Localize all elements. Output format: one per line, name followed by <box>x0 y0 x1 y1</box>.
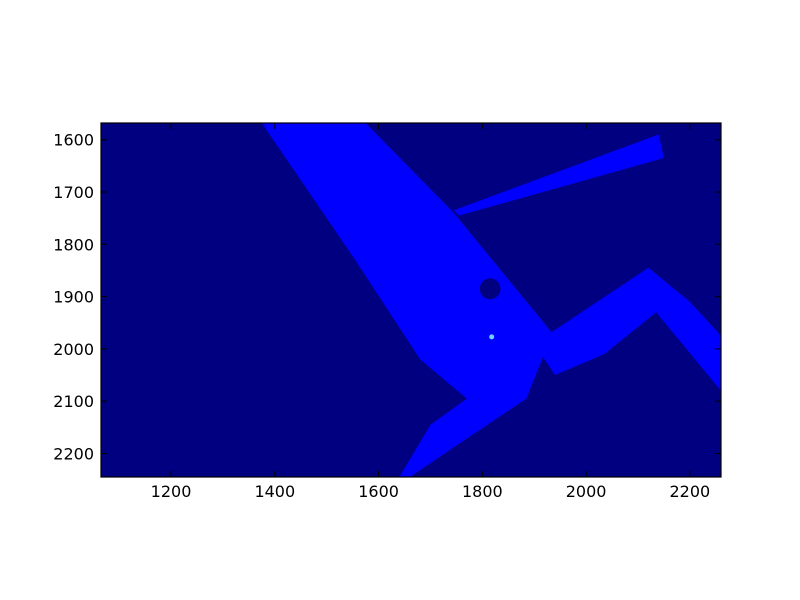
x-tick-label: 1200 <box>151 482 192 501</box>
region-main-corridor <box>261 123 553 477</box>
x-tick-label: 1600 <box>358 482 399 501</box>
y-tick-label: 2000 <box>53 340 94 359</box>
y-tick-label: 2100 <box>53 392 94 411</box>
region-east-branch <box>534 267 721 391</box>
region-northeast-ray <box>453 134 664 216</box>
x-tick-label: 2200 <box>670 482 711 501</box>
y-tick-label: 2200 <box>53 444 94 463</box>
regions-layer <box>261 123 721 477</box>
marker-cyan-point <box>489 334 495 340</box>
hole-dark-blob <box>479 278 501 300</box>
y-tick-label: 1600 <box>53 131 94 150</box>
x-tick-label: 1400 <box>254 482 295 501</box>
x-tick-label: 1800 <box>462 482 503 501</box>
y-tick-label: 1900 <box>53 288 94 307</box>
markers-layer <box>489 334 495 340</box>
x-axis: 1200 1400 1600 1800 2000 2200 <box>151 123 711 501</box>
y-tick-label: 1700 <box>53 183 94 202</box>
holes-layer <box>479 278 501 300</box>
y-tick-label: 1800 <box>53 235 94 254</box>
y-axis: 1600 1700 1800 1900 2000 2100 2200 <box>53 131 721 463</box>
x-tick-label: 2000 <box>566 482 607 501</box>
plot-frame <box>100 122 722 478</box>
